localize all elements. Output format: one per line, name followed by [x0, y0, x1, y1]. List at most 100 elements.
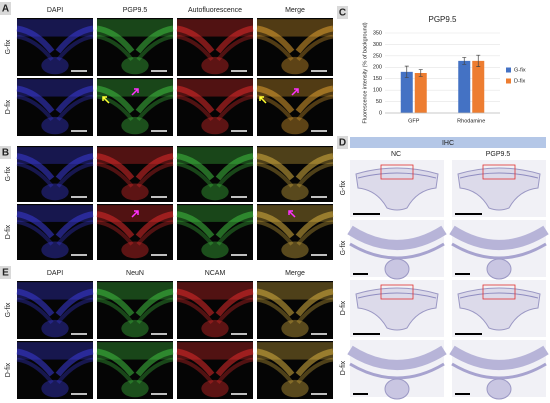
row-label: D-fix: [5, 224, 12, 239]
panel-label: C: [339, 8, 346, 19]
tissue-core: [41, 241, 69, 259]
panel-label-box: [0, 2, 11, 15]
tissue-band: [96, 288, 174, 317]
image-bg: [257, 341, 333, 399]
label: Autofluorescence: [188, 7, 242, 14]
tissue-glow: [257, 79, 333, 97]
tissue-layer: [349, 242, 445, 260]
tissue-layer: [451, 362, 547, 380]
label: PGP9.5: [486, 151, 511, 158]
tissue-band: [96, 211, 174, 239]
micrograph: [96, 78, 174, 136]
bar: [458, 60, 471, 113]
arrow: [291, 88, 299, 96]
tissue-layer: [347, 345, 447, 370]
ihc-image: [452, 280, 546, 337]
panel-label: B: [2, 148, 9, 159]
error-bar: [476, 54, 481, 67]
panel-label-box: [0, 146, 11, 159]
tissue-band: [256, 211, 334, 239]
tissue-band: [16, 25, 94, 54]
tissue-band: [16, 288, 94, 317]
tissue-core: [121, 379, 149, 398]
row-label: G-fix: [5, 39, 12, 54]
tissue-band: [96, 153, 174, 181]
tissue-band: [96, 348, 174, 377]
row-label: G-fix: [340, 180, 347, 195]
ihc-image: [449, 340, 549, 400]
image-bg: [97, 341, 173, 399]
ihc-image: [350, 160, 444, 217]
ihc-image: [347, 340, 447, 400]
micrograph: [16, 18, 94, 76]
tissue-band: [256, 25, 334, 54]
tissue-band: [256, 161, 334, 188]
tissue-layer: [357, 172, 437, 179]
arrow: [131, 210, 139, 218]
tissue: [355, 167, 439, 211]
tissue-glow: [97, 19, 173, 37]
tissue-glow: [17, 19, 93, 37]
image-bg: [257, 18, 333, 76]
tissue-glow: [17, 147, 93, 164]
micrograph: [96, 204, 174, 260]
tissue-layer: [347, 225, 447, 250]
micrograph: [96, 18, 174, 76]
image-bg: [17, 281, 93, 339]
micrograph: [96, 341, 174, 399]
panel-label: E: [2, 268, 9, 279]
tissue-core: [121, 241, 149, 259]
tissue-core: [281, 241, 309, 259]
arrow: [288, 210, 296, 218]
tissue-glow: [177, 205, 253, 222]
error-bar: [462, 57, 467, 65]
tissue-band: [176, 94, 254, 122]
bar: [472, 60, 485, 113]
image-bg: [17, 204, 93, 260]
image-bg: [17, 78, 93, 136]
tissue-core: [121, 116, 149, 135]
arrow: [102, 96, 110, 104]
micrograph: [176, 341, 254, 399]
micrograph: [256, 341, 334, 399]
micrograph: [16, 281, 94, 339]
ihc-image: [452, 160, 546, 217]
tissue-core: [281, 183, 309, 201]
image-bg: [97, 146, 173, 202]
tissue-glow: [97, 282, 173, 300]
tissue-band: [16, 357, 94, 385]
micrograph: [96, 281, 174, 339]
tissue-core: [486, 258, 512, 280]
label: DAPI: [47, 270, 63, 277]
tissue-band: [16, 85, 94, 114]
tissue-band: [96, 85, 174, 114]
error-bar: [404, 65, 409, 78]
roi-box: [482, 164, 516, 180]
image-bg: [177, 78, 253, 136]
panel-label: A: [2, 4, 9, 15]
tissue-core: [201, 379, 229, 398]
micrograph: [16, 341, 94, 399]
legend-label: G-fix: [514, 67, 526, 73]
tissue-band: [176, 211, 254, 239]
tissue-core: [281, 379, 309, 398]
arrow: [131, 88, 139, 96]
row-label: D-fix: [340, 300, 347, 315]
x-tick-label: Rhodamine: [457, 118, 485, 124]
tissue-glow: [177, 79, 253, 97]
tissue-core: [121, 183, 149, 201]
tissue-glow: [177, 282, 253, 300]
tissue-band: [96, 357, 174, 385]
bar: [400, 71, 413, 113]
label: NeuN: [126, 270, 144, 277]
tissue-glow: [257, 147, 333, 164]
tissue-band: [256, 85, 334, 114]
tissue-layer: [459, 292, 539, 299]
tissue-core: [384, 378, 410, 400]
chart-title: PGP9.5: [428, 15, 457, 24]
tissue-layer: [459, 172, 539, 179]
tissue-band: [176, 219, 254, 246]
label: NCAM: [205, 270, 226, 277]
bar: [414, 73, 427, 113]
